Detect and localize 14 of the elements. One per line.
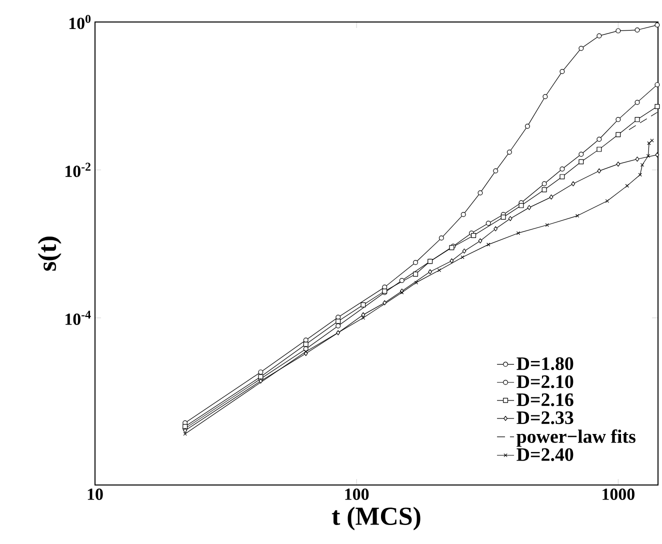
x-tick-label: 100 <box>345 488 369 500</box>
legend-label: D=2.10 <box>516 375 574 388</box>
x-axis-title: t (MCS) <box>332 506 420 530</box>
y-tick-label: 10$^{0}$ <box>69 14 91 30</box>
y-tick-label: 10$^{-4}$ <box>66 310 91 325</box>
x-tick-label: 1000 <box>602 488 634 500</box>
legend-label: D=2.16 <box>516 393 574 406</box>
legend-label: D=2.40 <box>516 448 574 462</box>
legend-label: power−law fits <box>516 429 636 447</box>
legend-label: D=1.80 <box>516 357 574 370</box>
y-axis-title: s(t) <box>38 236 62 271</box>
legend-label: D=2.33 <box>516 411 574 424</box>
y-tick-label: 10$^{-2}$ <box>66 162 90 178</box>
x-tick-label: 10 <box>88 488 103 500</box>
